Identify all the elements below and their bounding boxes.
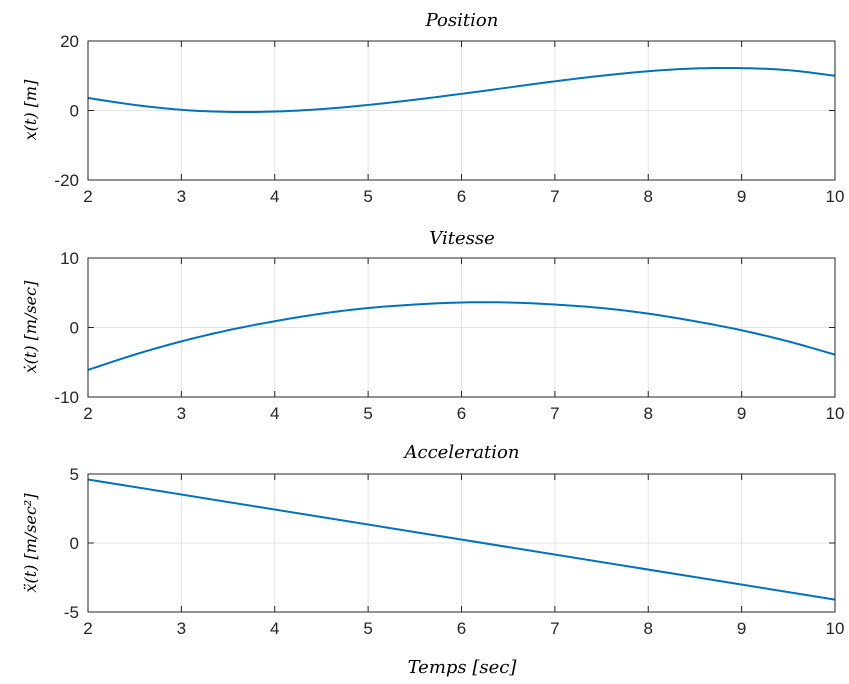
x-tick-label: 9 <box>737 619 746 638</box>
x-tick-label: 9 <box>737 187 746 206</box>
y-tick-label: -10 <box>54 388 79 407</box>
x-tick-label: 5 <box>363 619 372 638</box>
title-position: Position <box>425 10 499 31</box>
series-line <box>87 478 836 601</box>
series-line <box>87 301 836 371</box>
x-tick-label: 10 <box>826 404 845 423</box>
y-tick-label: 5 <box>70 465 79 484</box>
series-line <box>87 66 836 114</box>
x-tick-label: 7 <box>550 404 559 423</box>
subplot-vitesse: Vitesse ẋ(t) [m/sec] 2 3 4 5 6 7 8 9 10 -10 0 10 <box>21 228 844 423</box>
x-tick-label: 7 <box>550 619 559 638</box>
x-tick-label: 6 <box>457 619 466 638</box>
title-vitesse: Vitesse <box>429 228 494 249</box>
ylabel-position: x(t) [m] <box>21 79 40 140</box>
x-tick-label: 2 <box>83 404 92 423</box>
ylabel-vitesse: ẋ(t) [m/sec] <box>21 280 40 373</box>
x-tick-label: 6 <box>457 187 466 206</box>
x-tick-label: 8 <box>644 404 653 423</box>
y-tick-label: 20 <box>60 32 79 51</box>
x-tick-label: 10 <box>826 619 845 638</box>
y-tick-label: 10 <box>60 249 79 268</box>
y-tick-label: 0 <box>70 534 79 553</box>
title-acceleration: Acceleration <box>403 442 520 463</box>
x-tick-label: 7 <box>550 187 559 206</box>
y-tick-label: 0 <box>70 102 79 121</box>
y-tick-label: -20 <box>54 171 79 190</box>
x-tick-label: 8 <box>644 187 653 206</box>
x-tick-label: 10 <box>826 187 845 206</box>
x-tick-label: 4 <box>270 619 279 638</box>
x-tick-label: 4 <box>270 404 279 423</box>
x-tick-label: 6 <box>457 404 466 423</box>
x-tick-label: 5 <box>363 187 372 206</box>
x-tick-label: 2 <box>83 187 92 206</box>
y-tick-label: -5 <box>64 603 79 622</box>
x-tick-label: 4 <box>270 187 279 206</box>
x-tick-label: 3 <box>177 619 186 638</box>
x-tick-label: 5 <box>363 404 372 423</box>
subplot-acceleration: Acceleration ẍ(t) [m/sec²] Temps [sec] 2… <box>21 442 844 678</box>
x-tick-label: 3 <box>177 187 186 206</box>
subplot-position: Position x(t) [m] 2 3 4 5 6 7 8 9 10 -20 0 20 <box>21 10 844 206</box>
xlabel-time: Temps [sec] <box>408 657 518 678</box>
x-tick-label: 9 <box>737 404 746 423</box>
x-tick-label: 2 <box>83 619 92 638</box>
x-tick-label: 3 <box>177 404 186 423</box>
ylabel-acceleration: ẍ(t) [m/sec²] <box>21 493 40 593</box>
x-tick-label: 8 <box>644 619 653 638</box>
y-tick-label: 0 <box>70 319 79 338</box>
